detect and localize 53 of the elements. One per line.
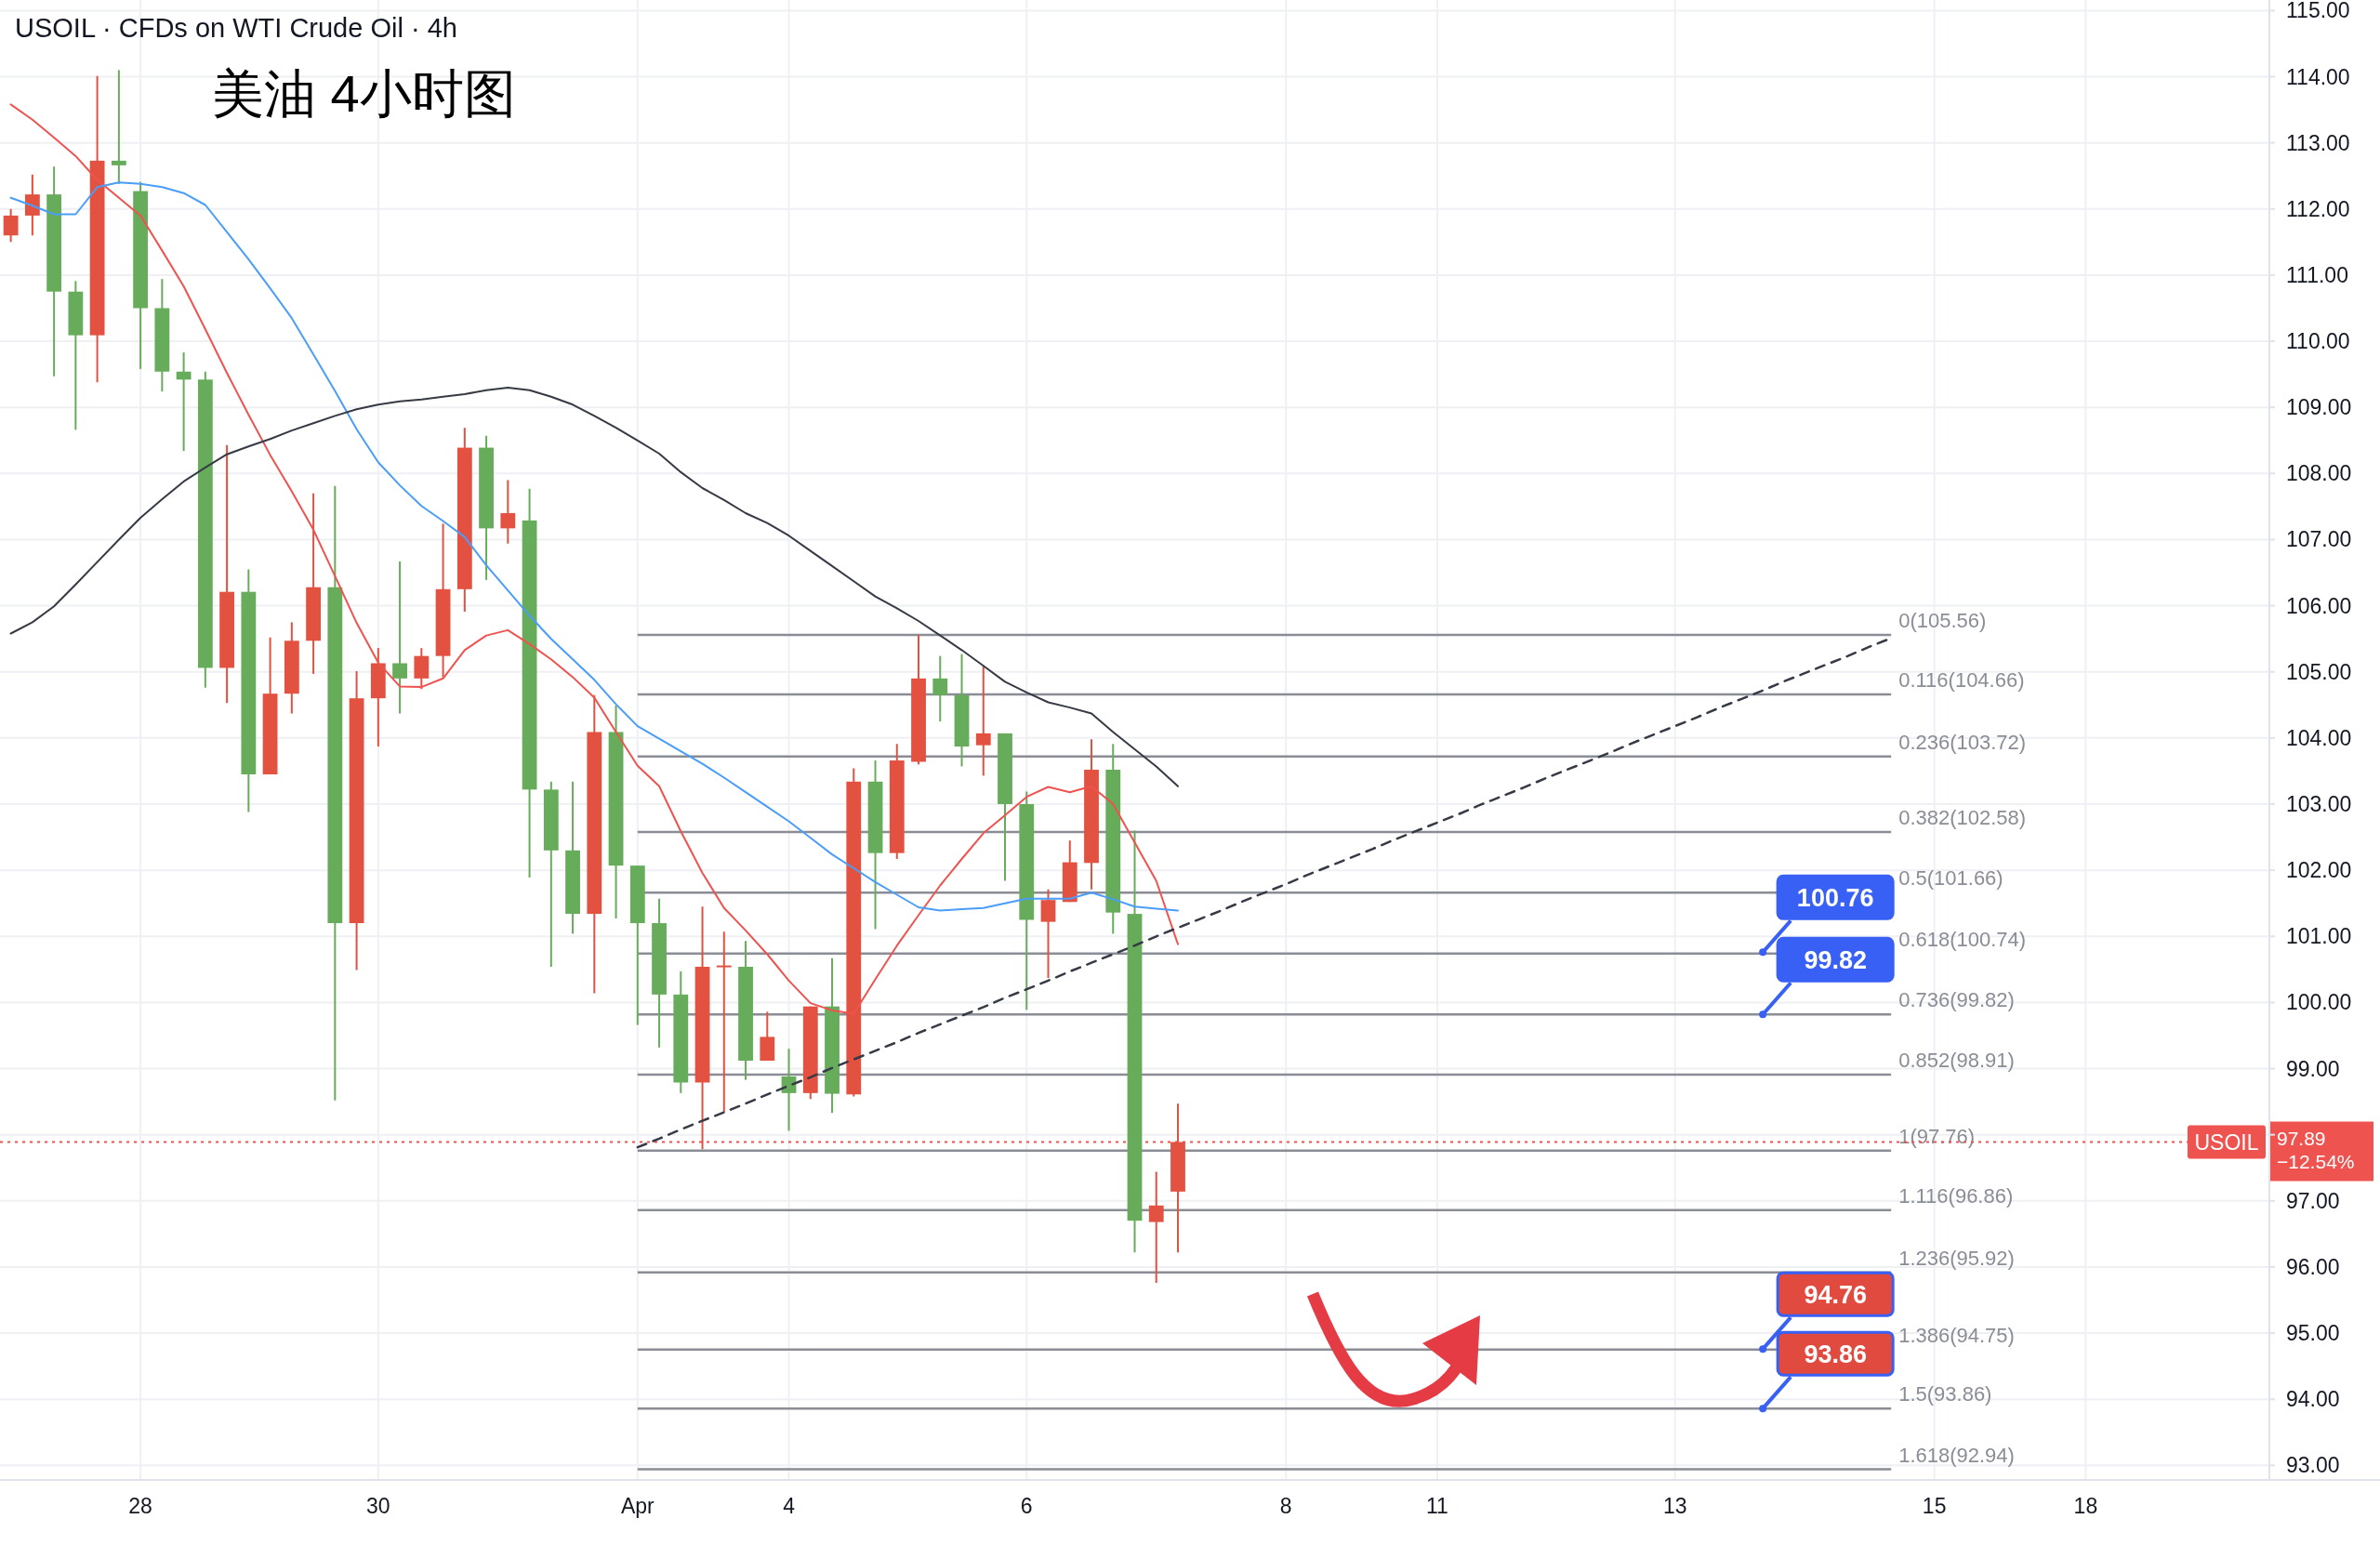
y-tick-label: 101.00 (2286, 924, 2352, 949)
y-tick-label: 115.00 (2286, 0, 2350, 23)
x-tick-label: Apr (620, 1494, 655, 1518)
ref-line-label: 0.382(102.58) (1898, 805, 2027, 829)
ref-line-label: 0.618(100.74) (1898, 927, 2027, 951)
y-tick-label: 106.00 (2286, 593, 2352, 618)
ref-line-label: 1.5(93.86) (1898, 1382, 1992, 1406)
y-tick-label: 99.00 (2286, 1056, 2340, 1081)
ref-line-label: 0.5(101.66) (1898, 866, 2003, 891)
y-tick-label: 93.00 (2286, 1453, 2340, 1478)
y-tick-label: 102.00 (2286, 858, 2352, 883)
x-tick-label: 18 (2073, 1494, 2098, 1518)
ref-line-label: 0.116(104.66) (1898, 667, 2025, 692)
y-tick-label: 113.00 (2286, 130, 2350, 155)
ref-line-label: 0.852(98.91) (1898, 1048, 2015, 1072)
y-tick-label: 108.00 (2286, 461, 2352, 486)
ref-line-label: 1.116(96.86) (1898, 1183, 2014, 1208)
x-tick-label: 6 (1020, 1494, 1033, 1518)
text: −12.54% (2277, 1150, 2355, 1172)
ref-line-label: 1.236(95.92) (1898, 1246, 2015, 1270)
y-tick-label: 96.00 (2286, 1254, 2340, 1279)
ref-line-label: 1.386(94.75) (1898, 1323, 2015, 1347)
y-tick-label: 105.00 (2286, 659, 2352, 684)
x-tick-label: 30 (366, 1494, 390, 1518)
y-tick-label: 114.00 (2286, 64, 2350, 89)
x-tick-label: 15 (1922, 1494, 1947, 1518)
y-tick-label: 104.00 (2286, 725, 2352, 750)
y-tick-label: 111.00 (2286, 262, 2348, 287)
y-tick-label: 103.00 (2286, 792, 2352, 816)
x-tick-label: 4 (783, 1494, 796, 1518)
annotation: 94.76 (1804, 1281, 1867, 1310)
x-tick-label: 13 (1662, 1494, 1687, 1518)
text: USOIL · CFDs on WTI Crude Oil · 4h (15, 13, 457, 43)
y-tick-label: 107.00 (2286, 527, 2352, 552)
text: 美油 4小时图 (212, 64, 516, 123)
y-tick-label: 109.00 (2286, 395, 2352, 420)
y-tick-label: 112.00 (2286, 196, 2350, 221)
x-tick-label: 28 (128, 1494, 152, 1518)
annotation: 100.76 (1796, 884, 1874, 913)
ref-line-label: 0(105.56) (1898, 608, 1987, 632)
y-tick-label: 100.00 (2286, 990, 2352, 1015)
y-tick-label: 97.00 (2286, 1188, 2340, 1213)
ref-line-label: 0.736(99.82) (1898, 988, 2015, 1012)
ref-line-label: 1.618(92.94) (1898, 1443, 2015, 1467)
ref-line-label: 1(97.76) (1898, 1124, 1976, 1148)
text: 97.89 (2277, 1127, 2326, 1149)
y-tick-label: 95.00 (2286, 1321, 2340, 1346)
y-tick-label: 94.00 (2286, 1387, 2340, 1412)
y-tick-label: 110.00 (2286, 329, 2350, 354)
ref-line-label: USOIL (2194, 1129, 2259, 1155)
x-tick-label: 11 (1426, 1494, 1448, 1518)
x-tick-label: 8 (1279, 1494, 1292, 1518)
ref-line-label: 0.236(103.72) (1898, 730, 2027, 754)
